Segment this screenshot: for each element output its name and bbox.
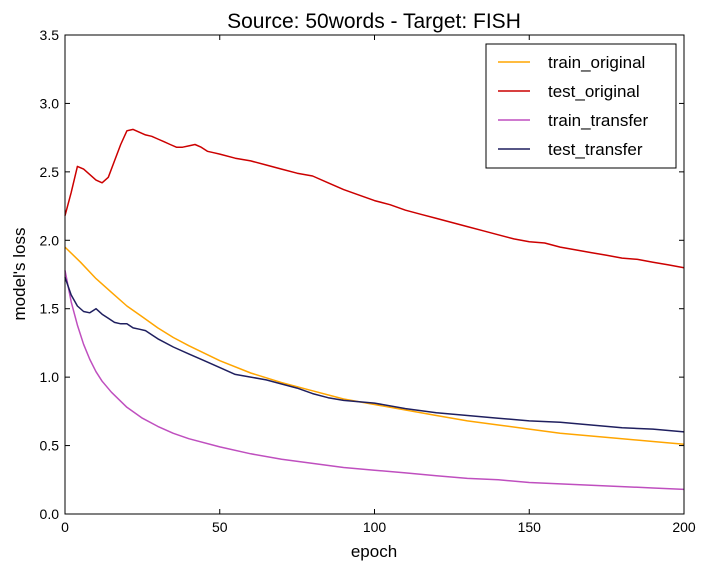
- x-tick-label: 0: [61, 519, 69, 535]
- legend-label: test_transfer: [548, 140, 643, 159]
- series-line-test-transfer: [64, 276, 685, 433]
- y-tick-label: 1.0: [40, 369, 60, 385]
- y-tick-label: 3.5: [40, 27, 60, 43]
- y-tick-label: 1.5: [40, 301, 60, 317]
- series-group: [64, 128, 685, 491]
- y-axis-ticks: 0.0 0.5 1.0 1.5 2.0 2.5 3.0 3.5: [40, 27, 684, 522]
- legend: train_original test_original train_transfe…: [485, 43, 677, 169]
- y-tick-label: 2.5: [40, 164, 60, 180]
- x-axis-label: epoch: [351, 542, 397, 561]
- chart-title: Source: 50words - Target: FISH: [227, 10, 521, 33]
- x-tick-label: 100: [363, 519, 387, 535]
- y-tick-label: 3.0: [40, 95, 60, 111]
- y-tick-label: 0.0: [40, 506, 60, 522]
- series-line-test-original: [64, 128, 685, 269]
- legend-label: test_original: [548, 82, 640, 101]
- x-tick-label: 150: [518, 519, 542, 535]
- x-tick-label: 200: [672, 519, 696, 535]
- x-axis-ticks: 0 50 100 150 200: [61, 35, 696, 535]
- series-line-train-transfer: [64, 270, 685, 491]
- x-tick-label: 50: [212, 519, 228, 535]
- plot-area: 0 50 100 150 200 0.0 0.5 1.0 1.5 2.0 2.5 3.0 3.5: [40, 27, 696, 535]
- series-line-train-original: [64, 246, 685, 445]
- legend-box: [485, 43, 677, 169]
- y-axis-label: model's loss: [10, 227, 29, 320]
- legend-label: train_original: [548, 53, 645, 72]
- y-tick-label: 0.5: [40, 438, 60, 454]
- y-tick-label: 2.0: [40, 232, 60, 248]
- legend-label: train_transfer: [548, 111, 648, 130]
